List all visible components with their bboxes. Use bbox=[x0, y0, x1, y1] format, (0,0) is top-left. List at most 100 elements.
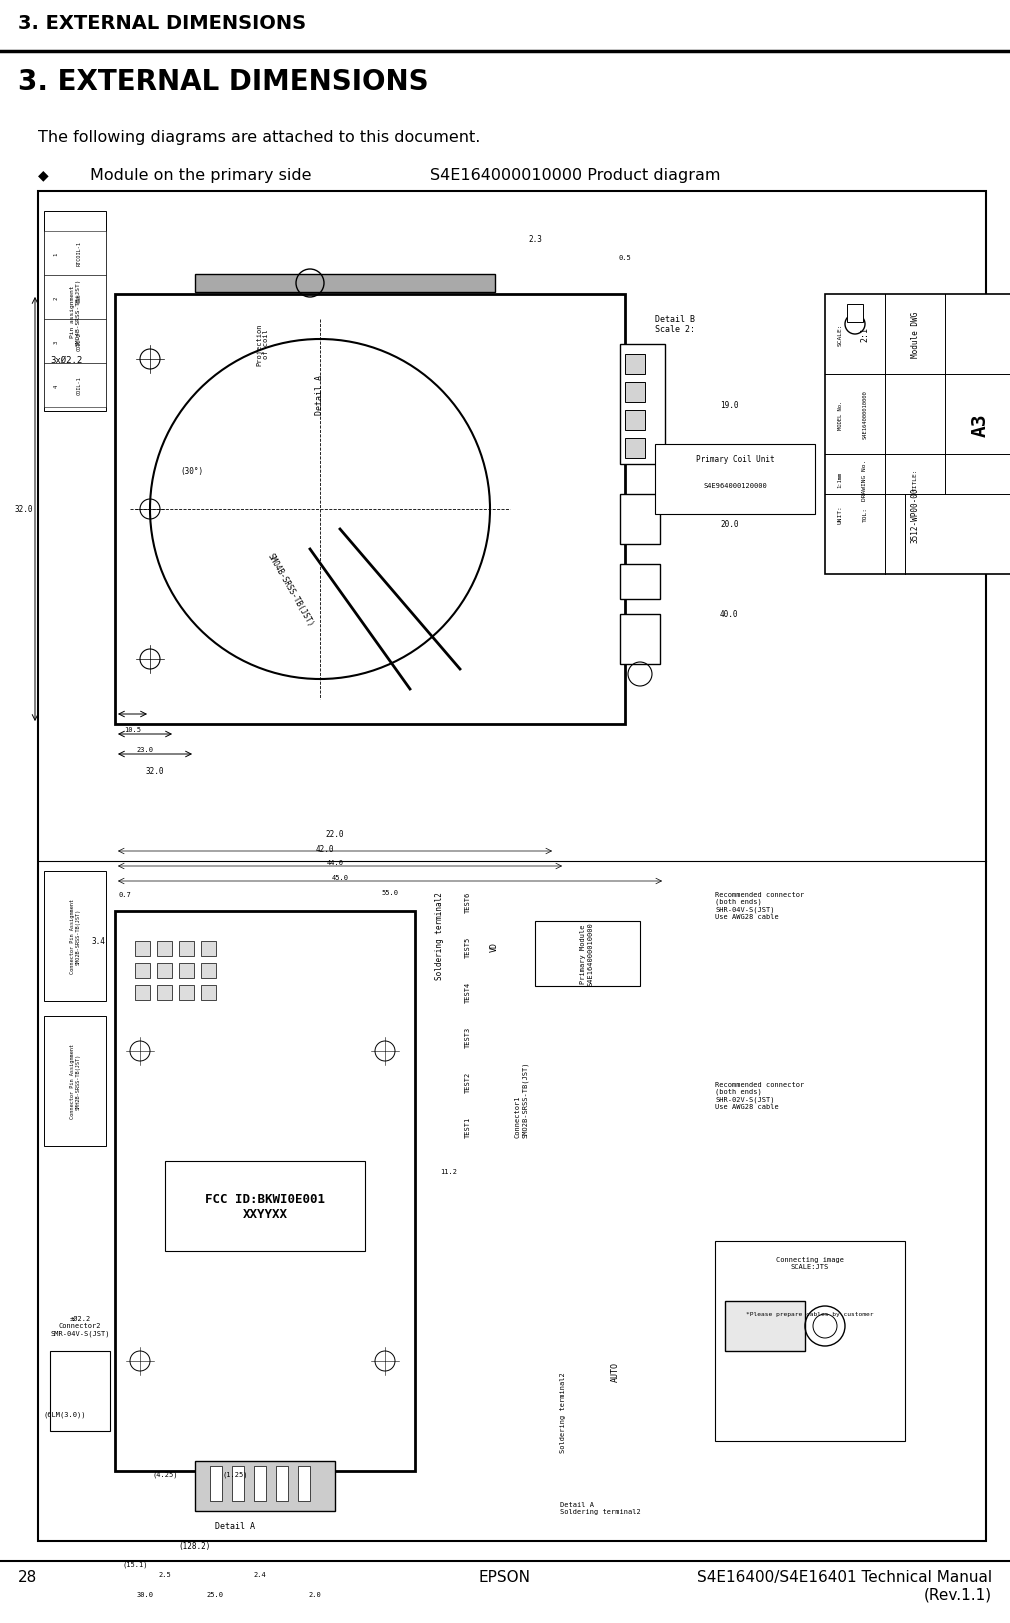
Bar bbox=[847, 305, 863, 323]
Text: Module DWG: Module DWG bbox=[910, 312, 919, 359]
Bar bbox=[195, 274, 495, 292]
Text: (1.25): (1.25) bbox=[222, 1470, 247, 1477]
Bar bbox=[620, 565, 660, 599]
Text: Detail A: Detail A bbox=[315, 375, 324, 415]
Bar bbox=[715, 1242, 905, 1441]
Text: 42.0: 42.0 bbox=[316, 844, 334, 854]
Bar bbox=[254, 1466, 266, 1501]
Text: TEST2: TEST2 bbox=[465, 1071, 471, 1092]
Text: Detail B
Scale 2:: Detail B Scale 2: bbox=[655, 315, 695, 334]
Bar bbox=[44, 276, 106, 320]
Text: Connector Pin Assignment
SMO2B-SRSS-TB(JST): Connector Pin Assignment SMO2B-SRSS-TB(J… bbox=[70, 899, 81, 974]
Text: 32.0: 32.0 bbox=[14, 505, 33, 514]
Text: TEST6: TEST6 bbox=[465, 891, 471, 912]
Text: 2.5: 2.5 bbox=[159, 1571, 172, 1578]
Text: Connector Pin Assignment
SMH2B-SRSS-TB(JST): Connector Pin Assignment SMH2B-SRSS-TB(J… bbox=[70, 1044, 81, 1118]
Text: MODEL No.: MODEL No. bbox=[837, 401, 842, 430]
Text: Primary Coil Unit: Primary Coil Unit bbox=[696, 454, 775, 464]
Bar bbox=[44, 213, 106, 412]
Text: 4: 4 bbox=[54, 385, 59, 388]
Bar bbox=[115, 912, 415, 1470]
Text: Primary Module
S4E164000010000: Primary Module S4E164000010000 bbox=[581, 922, 594, 985]
Bar bbox=[232, 1466, 244, 1501]
Text: ◆: ◆ bbox=[38, 167, 48, 182]
Bar bbox=[655, 445, 815, 514]
Bar bbox=[135, 985, 150, 1000]
Bar bbox=[210, 1466, 222, 1501]
Bar bbox=[135, 941, 150, 956]
Text: UNIT:: UNIT: bbox=[837, 505, 842, 524]
Text: 1: 1 bbox=[54, 252, 59, 255]
Bar bbox=[38, 192, 986, 1542]
Text: 3512-WP00-00: 3512-WP00-00 bbox=[910, 487, 919, 542]
Text: S4E16400/S4E16401 Technical Manual
(Rev.1.1): S4E16400/S4E16401 Technical Manual (Rev.… bbox=[697, 1569, 992, 1602]
Bar bbox=[298, 1466, 310, 1501]
Bar bbox=[825, 295, 1010, 575]
Text: (15.1): (15.1) bbox=[122, 1561, 147, 1568]
Text: 3.4: 3.4 bbox=[91, 936, 105, 946]
Text: 44.0: 44.0 bbox=[326, 860, 343, 865]
Bar bbox=[44, 232, 106, 276]
Text: 28: 28 bbox=[18, 1569, 37, 1584]
Bar bbox=[50, 1352, 110, 1431]
Text: ±Ø2.2: ±Ø2.2 bbox=[70, 1315, 91, 1321]
Text: DRAWING No.: DRAWING No. bbox=[863, 459, 868, 500]
Bar bbox=[201, 941, 216, 956]
Text: 45.0: 45.0 bbox=[331, 875, 348, 880]
Text: 1:1mm: 1:1mm bbox=[837, 472, 842, 489]
Text: COIL-1: COIL-1 bbox=[77, 377, 82, 394]
Bar bbox=[620, 495, 660, 545]
Text: Detail A
Soldering terminal2: Detail A Soldering terminal2 bbox=[560, 1501, 640, 1514]
Bar bbox=[725, 1302, 805, 1352]
Text: TEST5: TEST5 bbox=[465, 936, 471, 958]
Text: FCC ID:BKWI0E001
XXYYXX: FCC ID:BKWI0E001 XXYYXX bbox=[205, 1193, 325, 1220]
Bar bbox=[195, 1461, 335, 1511]
Text: COIL-2: COIL-2 bbox=[77, 333, 82, 351]
Text: SCALE:: SCALE: bbox=[837, 323, 842, 346]
Bar bbox=[625, 383, 645, 403]
Text: Projection
of coil: Projection of coil bbox=[257, 323, 270, 365]
Bar bbox=[201, 964, 216, 979]
Text: S4E964000120000: S4E964000120000 bbox=[703, 482, 767, 489]
Text: 40.0: 40.0 bbox=[720, 610, 738, 618]
Bar bbox=[276, 1466, 288, 1501]
Text: 3: 3 bbox=[54, 341, 59, 344]
Text: TEST4: TEST4 bbox=[465, 982, 471, 1003]
Text: 2.0: 2.0 bbox=[309, 1591, 321, 1597]
Text: TITLE:: TITLE: bbox=[912, 469, 917, 490]
Text: The following diagrams are attached to this document.: The following diagrams are attached to t… bbox=[38, 130, 481, 144]
Bar bbox=[44, 364, 106, 407]
Bar bbox=[625, 411, 645, 430]
Text: Connector2
SMR-04V-S(JST): Connector2 SMR-04V-S(JST) bbox=[50, 1323, 110, 1336]
Text: Recommended connector
(both ends)
SHR-02V-S(JST)
Use AWG28 cable: Recommended connector (both ends) SHR-02… bbox=[715, 1081, 804, 1109]
Text: (30°): (30°) bbox=[181, 467, 204, 476]
Bar bbox=[157, 985, 172, 1000]
Text: 2.4: 2.4 bbox=[254, 1571, 267, 1578]
Text: VD: VD bbox=[490, 941, 499, 951]
Bar bbox=[625, 438, 645, 459]
Bar bbox=[620, 344, 665, 464]
Text: 2.3: 2.3 bbox=[528, 235, 542, 243]
Text: (128.2): (128.2) bbox=[179, 1542, 211, 1550]
Text: 32.0: 32.0 bbox=[145, 766, 165, 776]
Text: 3. EXTERNAL DIMENSIONS: 3. EXTERNAL DIMENSIONS bbox=[18, 68, 428, 96]
Bar bbox=[44, 1016, 106, 1146]
Text: 0.5: 0.5 bbox=[618, 255, 631, 261]
Text: TEST3: TEST3 bbox=[465, 1026, 471, 1047]
Bar bbox=[179, 941, 194, 956]
Bar bbox=[135, 964, 150, 979]
Text: 2: 2 bbox=[54, 295, 59, 299]
Bar bbox=[44, 872, 106, 1001]
Bar bbox=[157, 941, 172, 956]
Text: TOL:: TOL: bbox=[863, 506, 868, 523]
Text: Pin assignment
SMO4B-SRSS-TB(JST): Pin assignment SMO4B-SRSS-TB(JST) bbox=[70, 278, 81, 346]
Bar bbox=[165, 1162, 365, 1251]
Text: AUTO: AUTO bbox=[610, 1362, 619, 1381]
Text: (6LM(3.0)): (6LM(3.0)) bbox=[43, 1410, 86, 1417]
Text: RTCOIL-1: RTCOIL-1 bbox=[77, 242, 82, 266]
Text: Connector1
SMO2B-SRSS-TB(JST): Connector1 SMO2B-SRSS-TB(JST) bbox=[515, 1061, 528, 1138]
Text: 19.0: 19.0 bbox=[720, 401, 738, 409]
Text: A3: A3 bbox=[971, 412, 990, 437]
Text: 20.0: 20.0 bbox=[720, 521, 738, 529]
Text: S4E164000010000: S4E164000010000 bbox=[863, 391, 868, 440]
